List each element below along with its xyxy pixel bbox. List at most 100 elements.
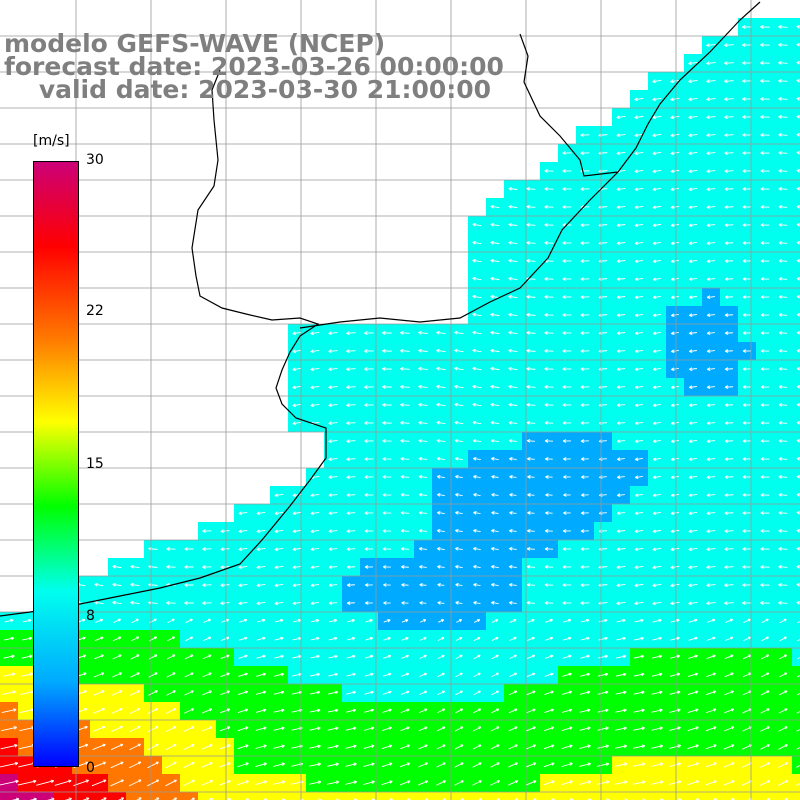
wind-arrow — [509, 493, 517, 497]
wind-arrow — [219, 762, 231, 768]
wind-arrow — [778, 529, 788, 533]
wind-arrow — [274, 583, 284, 588]
wind-arrow — [400, 511, 410, 515]
wind-arrow — [95, 618, 104, 623]
wind-arrow — [742, 97, 752, 101]
wind-arrow — [670, 601, 680, 606]
wind-arrow — [742, 583, 752, 587]
wind-arrow — [796, 765, 800, 768]
wind-arrow — [526, 348, 536, 353]
wind-arrow — [382, 672, 392, 677]
wind-arrow — [345, 726, 357, 731]
wind-arrow — [490, 708, 500, 714]
wind-arrow — [724, 529, 734, 533]
wind-arrow — [652, 79, 662, 84]
wind-arrow — [112, 582, 122, 587]
wind-speed-cell — [792, 576, 800, 594]
wind-arrow — [328, 421, 338, 426]
wind-arrow — [237, 726, 249, 732]
wind-arrow — [742, 421, 752, 425]
wind-arrow — [616, 295, 626, 300]
wind-arrow — [508, 601, 517, 605]
wind-arrow — [742, 61, 752, 65]
wind-arrow — [651, 744, 664, 749]
wind-arrow — [580, 223, 590, 227]
wind-speed-cell — [792, 504, 800, 522]
wind-arrow — [292, 367, 302, 372]
wind-arrow — [615, 672, 627, 677]
wind-arrow — [274, 511, 284, 516]
wind-speed-cell — [792, 360, 800, 378]
wind-arrow — [400, 726, 410, 732]
wind-arrow — [256, 636, 266, 641]
wind-arrow — [652, 601, 662, 606]
wind-arrow — [651, 672, 663, 677]
wind-arrow — [652, 511, 662, 516]
wind-arrow — [328, 690, 339, 695]
wind-speed-cell — [90, 792, 108, 800]
wind-arrow — [525, 762, 537, 768]
wind-arrow — [456, 619, 463, 623]
wind-arrow — [670, 493, 680, 498]
wind-arrow — [562, 618, 572, 623]
wind-arrow — [382, 475, 392, 479]
wind-arrow — [400, 672, 410, 677]
wind-arrow — [220, 547, 230, 552]
wind-arrow — [490, 222, 500, 227]
wind-arrow — [616, 205, 626, 210]
wind-arrow — [634, 421, 643, 426]
wind-arrow — [382, 349, 392, 353]
wind-arrow — [364, 439, 374, 443]
wind-arrow — [796, 366, 800, 371]
wind-arrow — [274, 654, 284, 659]
wind-arrow — [419, 672, 428, 678]
wind-arrow — [165, 779, 177, 787]
wind-arrow — [166, 601, 176, 605]
wind-arrow — [110, 743, 124, 751]
wind-arrow — [364, 331, 374, 335]
wind-arrow — [184, 708, 195, 714]
wind-arrow — [670, 457, 679, 462]
wind-arrow — [491, 511, 499, 515]
wind-arrow — [634, 367, 643, 372]
wind-speed-cell — [792, 216, 800, 234]
wind-speed-cell — [792, 522, 800, 540]
wind-speed-cell — [792, 378, 800, 396]
wind-arrow — [760, 421, 770, 425]
wind-arrow — [796, 693, 800, 696]
wind-arrow — [128, 761, 142, 769]
wind-arrow — [633, 690, 645, 695]
wind-arrow — [292, 349, 302, 354]
wind-arrow — [652, 331, 661, 336]
wind-arrow — [688, 672, 699, 677]
wind-arrow — [669, 690, 681, 695]
wind-arrow — [796, 114, 800, 119]
wind-arrow — [490, 438, 500, 443]
wind-speed-cell — [612, 792, 630, 800]
wind-arrow — [652, 241, 662, 246]
wind-arrow — [616, 259, 626, 264]
wind-arrow — [490, 348, 500, 353]
wind-arrow — [706, 690, 717, 696]
wind-arrow — [526, 258, 536, 263]
wind-arrow — [526, 565, 536, 569]
wind-arrow — [742, 133, 752, 137]
wind-arrow — [760, 583, 770, 587]
wind-arrow — [454, 456, 463, 461]
wind-arrow — [796, 204, 800, 209]
wind-speed-cell — [72, 792, 90, 800]
wind-arrow — [724, 349, 733, 353]
colorbar-unit-label: [m/s] — [33, 133, 70, 149]
wind-arrow — [760, 169, 770, 173]
wind-arrow — [778, 331, 788, 335]
wind-arrow — [796, 528, 800, 533]
wind-arrow — [779, 618, 787, 624]
wind-arrow — [778, 475, 788, 479]
wind-arrow — [724, 115, 734, 119]
wind-arrow — [652, 223, 662, 228]
wind-arrow — [706, 331, 715, 335]
wind-arrow — [760, 79, 770, 83]
wind-arrow — [184, 601, 194, 605]
wind-arrow — [237, 780, 249, 786]
wind-arrow — [616, 115, 626, 120]
